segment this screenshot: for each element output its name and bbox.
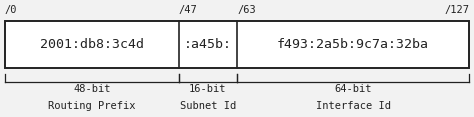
- Text: 64-bit: 64-bit: [334, 84, 372, 94]
- Text: /47: /47: [179, 5, 198, 15]
- Text: f493:2a5b:9c7a:32ba: f493:2a5b:9c7a:32ba: [277, 38, 429, 51]
- Text: /127: /127: [444, 5, 469, 15]
- Text: Routing Prefix: Routing Prefix: [48, 101, 136, 111]
- Text: 16-bit: 16-bit: [189, 84, 227, 94]
- Text: 2001:db8:3c4d: 2001:db8:3c4d: [40, 38, 144, 51]
- Text: :a45b:: :a45b:: [184, 38, 232, 51]
- Bar: [5, 21, 469, 68]
- Text: Subnet Id: Subnet Id: [180, 101, 236, 111]
- Text: 48-bit: 48-bit: [73, 84, 110, 94]
- Text: /0: /0: [5, 5, 17, 15]
- Text: Interface Id: Interface Id: [316, 101, 391, 111]
- Text: /63: /63: [237, 5, 256, 15]
